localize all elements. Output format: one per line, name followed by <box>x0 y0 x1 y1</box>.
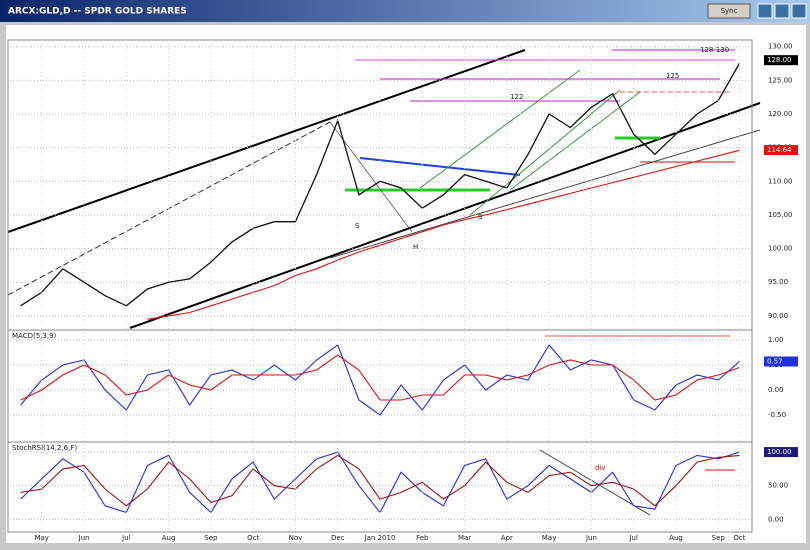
price-tag-label: 128.00 <box>767 56 792 64</box>
y-tick-label: 100.00 <box>768 245 793 253</box>
y-tick-label: 125.00 <box>768 76 793 84</box>
price-tag-label: 0.57 <box>767 358 783 366</box>
annotation: 125 <box>666 72 679 80</box>
maximize-button[interactable] <box>774 3 790 19</box>
y-tick-label: 50.00 <box>768 482 788 490</box>
y-tick-label: 120.00 <box>768 110 793 118</box>
trendline <box>419 69 581 189</box>
panel-frame <box>7 441 753 533</box>
annotation: S <box>355 222 360 230</box>
sync-button[interactable] <box>707 3 751 19</box>
x-tick-label: Oct <box>733 534 745 542</box>
trendline <box>359 157 521 176</box>
y-tick-label: 90.00 <box>768 312 788 320</box>
y-tick-label: 130.00 <box>768 43 793 51</box>
y-tick-label: 110.00 <box>768 177 793 185</box>
panel-title: MACD(5,3,9) <box>12 332 57 340</box>
price-tag <box>764 356 798 367</box>
y-tick-label: 95.00 <box>768 278 788 286</box>
series-line <box>20 454 740 507</box>
x-tick-label: Sep <box>712 534 726 542</box>
trendline <box>469 89 621 216</box>
y-tick-label: 0.00 <box>768 515 784 523</box>
title-bar <box>0 0 810 22</box>
trendline <box>329 129 761 259</box>
series-line <box>20 63 740 307</box>
series-line <box>20 344 740 416</box>
annotation: H <box>413 243 418 251</box>
price-tag <box>764 55 798 66</box>
x-tick-label: Oct <box>247 534 259 542</box>
trendline <box>7 49 526 233</box>
annotation: S <box>478 213 483 221</box>
x-tick-label: Jul <box>121 534 131 542</box>
chart-area <box>6 25 806 543</box>
sync-label[interactable]: Sync <box>721 7 738 15</box>
close-button[interactable] <box>791 3 807 19</box>
series-line <box>147 149 740 320</box>
x-tick-label: Jan 2010 <box>364 534 396 542</box>
price-tag <box>764 145 798 156</box>
y-tick-label: -0.50 <box>768 411 786 419</box>
y-tick-label: 105.00 <box>768 211 793 219</box>
x-tick-label: May <box>542 534 556 542</box>
window-title: ARCX:GLD,D -- SPDR GOLD SHARES <box>8 7 187 17</box>
trendline <box>509 91 641 191</box>
trendline <box>539 449 651 516</box>
annotation: 128-130 <box>700 46 729 54</box>
x-tick-label: Jul <box>628 534 638 542</box>
panel-title: StochRSI(14,2,6,F) <box>12 444 77 452</box>
x-tick-label: Nov <box>289 534 303 542</box>
y-tick-label: 1.00 <box>768 336 784 344</box>
x-tick-label: Dec <box>331 534 345 542</box>
x-tick-label: Aug <box>162 534 176 542</box>
price-tag <box>764 447 798 458</box>
y-tick-label: 0.00 <box>768 386 784 394</box>
x-tick-label: Apr <box>501 534 513 542</box>
x-tick-label: Jun <box>585 534 597 542</box>
x-tick-label: Aug <box>669 534 683 542</box>
annotation: div <box>595 464 606 472</box>
x-tick-label: Feb <box>416 534 429 542</box>
price-tag-label: 100.00 <box>767 448 792 456</box>
x-tick-label: Jun <box>78 534 90 542</box>
annotation: 122 <box>510 93 523 101</box>
trendline <box>129 102 761 329</box>
x-tick-label: Sep <box>204 534 218 542</box>
x-tick-label: Mar <box>458 534 471 542</box>
minimize-button[interactable] <box>757 3 773 19</box>
x-tick-label: May <box>34 534 48 542</box>
price-tag-label: 114.64 <box>767 146 792 154</box>
